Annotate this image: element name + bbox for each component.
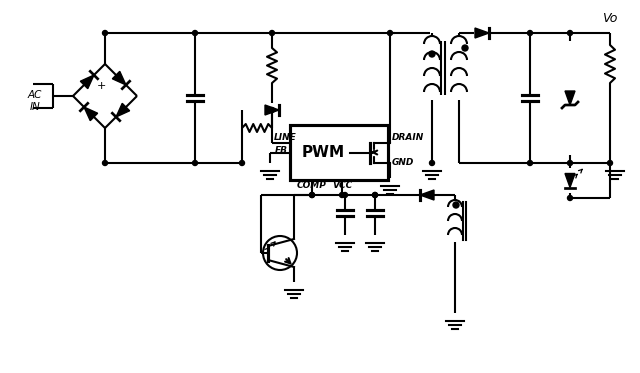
Text: Vo: Vo [602,12,618,25]
Text: LINE: LINE [274,133,297,142]
Polygon shape [84,107,98,120]
Circle shape [568,160,573,166]
Circle shape [453,202,459,208]
Polygon shape [116,103,130,117]
Text: GND: GND [392,158,414,167]
Text: +: + [97,81,107,91]
Circle shape [429,51,435,57]
Circle shape [568,195,573,201]
Circle shape [102,160,108,166]
Circle shape [310,192,314,197]
Text: VCC: VCC [332,181,352,190]
Circle shape [527,31,532,35]
Circle shape [269,31,275,35]
Polygon shape [565,173,575,188]
Polygon shape [475,28,489,38]
Text: COMP: COMP [297,181,327,190]
Circle shape [193,160,198,166]
Circle shape [462,45,468,51]
Circle shape [387,31,392,35]
Circle shape [339,192,344,197]
Circle shape [429,160,435,166]
Circle shape [568,31,573,35]
Circle shape [342,192,348,197]
Text: FB: FB [275,146,288,155]
Circle shape [269,107,275,113]
Circle shape [310,192,314,197]
Polygon shape [565,91,575,105]
Circle shape [607,160,612,166]
Circle shape [372,192,378,197]
Polygon shape [113,71,126,85]
Circle shape [193,31,198,35]
Text: AC
IN: AC IN [28,90,42,112]
Bar [290,125,388,180]
Circle shape [372,192,378,197]
Circle shape [527,160,532,166]
Circle shape [239,160,244,166]
Text: PWM: PWM [301,145,344,160]
Polygon shape [81,75,94,89]
Polygon shape [265,105,279,115]
Polygon shape [420,190,434,200]
Circle shape [102,31,108,35]
Text: DRAIN: DRAIN [392,132,424,141]
